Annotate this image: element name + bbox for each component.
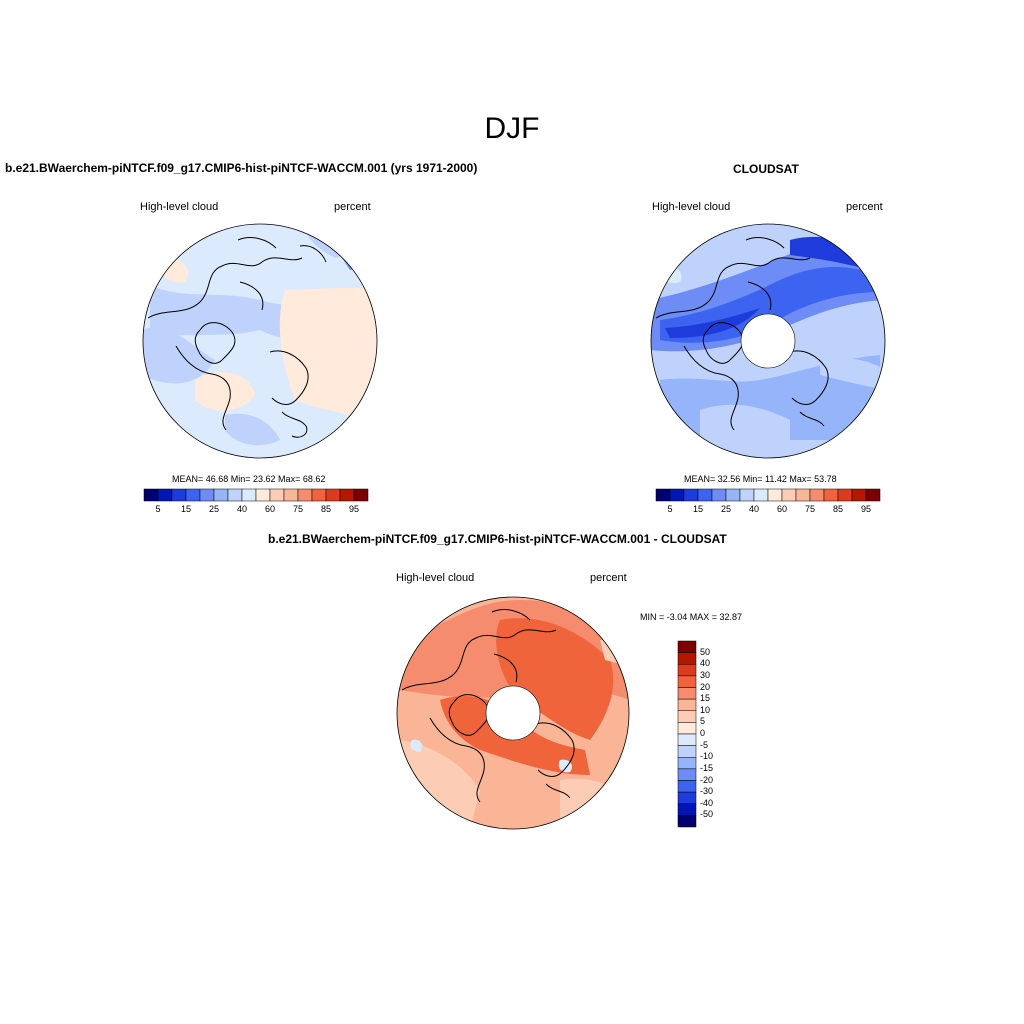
panel-1-stats: MEAN= 46.68 Min= 23.62 Max= 68.62 (172, 474, 326, 484)
colorbar-cloudsat-swatch (795, 488, 811, 502)
colorbar-model-swatch (171, 488, 187, 502)
colorbar-difference-tick-label: -50 (700, 809, 714, 820)
colorbar-cloudsat-swatch (767, 488, 783, 502)
colorbar-model-swatch (255, 488, 271, 502)
colorbar-difference-tick-label: 20 (700, 681, 711, 692)
colorbar-difference-swatch (677, 640, 697, 653)
colorbar-difference-swatch (677, 780, 697, 793)
colorbar-cloudsat-swatch (851, 488, 867, 502)
panel-2-stats: MEAN= 32.56 Min= 11.42 Max= 53.78 (684, 474, 837, 484)
colorbar-difference-swatch (677, 687, 697, 700)
panel-2-title: CLOUDSAT (733, 162, 799, 176)
colorbar-model-tick-label: 25 (208, 504, 219, 514)
panel-3-title: b.e21.BWaerchem-piNTCF.f09_g17.CMIP6-his… (268, 532, 727, 546)
colorbar-cloudsat-tick-label: 40 (748, 504, 759, 514)
colorbar-model-swatch (227, 488, 243, 502)
figure-title: DJF (484, 112, 540, 145)
colorbar-difference-swatch (677, 815, 697, 828)
panel-3-stats: MIN = -3.04 MAX = 32.87 (640, 612, 743, 622)
colorbar-model-tick-label: 15 (180, 504, 191, 514)
colorbar-cloudsat-swatch (725, 488, 741, 502)
panel-2-units-label: percent (846, 201, 883, 213)
colorbar-difference-swatch (677, 710, 697, 723)
map-model (142, 223, 378, 459)
colorbar-model-tick-label: 5 (155, 504, 161, 514)
colorbar-model-swatch (283, 488, 299, 502)
colorbar-cloudsat-swatch (837, 488, 853, 502)
colorbar-model-swatch (269, 488, 285, 502)
colorbar-cloudsat-swatch (739, 488, 755, 502)
colorbar-difference-tick-label: 10 (700, 704, 711, 715)
colorbar-difference-tick-label: 40 (700, 658, 711, 669)
colorbar-difference-swatch (677, 664, 697, 677)
colorbar-cloudsat-swatch (683, 488, 699, 502)
colorbar-model-swatch (143, 488, 159, 502)
colorbar-cloudsat (655, 488, 881, 502)
colorbar-difference-tick-label: -10 (700, 751, 714, 762)
colorbar-difference-tick-label: 30 (700, 669, 711, 680)
panel-3-units-label: percent (590, 572, 627, 584)
colorbar-difference-swatch (677, 733, 697, 746)
colorbar-model-tick-label: 60 (264, 504, 275, 514)
colorbar-cloudsat-tick-label: 15 (692, 504, 703, 514)
colorbar-difference-swatch (677, 722, 697, 735)
colorbar-cloudsat-swatch (865, 488, 881, 502)
map-cloudsat (650, 223, 886, 459)
colorbar-model-swatch (325, 488, 341, 502)
colorbar-cloudsat-swatch (823, 488, 839, 502)
colorbar-cloudsat-swatch (655, 488, 671, 502)
colorbar-difference-swatch (677, 698, 697, 711)
colorbar-cloudsat-swatch (711, 488, 727, 502)
colorbar-difference (677, 640, 697, 828)
colorbar-cloudsat-swatch (669, 488, 685, 502)
colorbar-difference-swatch (677, 757, 697, 770)
colorbar-difference-tick-label: 15 (700, 693, 711, 704)
colorbar-difference-swatch (677, 803, 697, 816)
colorbar-cloudsat-tick-label: 75 (804, 504, 815, 514)
panel-1-units-label: percent (334, 201, 371, 213)
colorbar-difference-swatch (677, 652, 697, 665)
colorbar-difference-tick-label: 50 (700, 646, 711, 657)
colorbar-cloudsat-tick-label: 95 (860, 504, 871, 514)
colorbar-cloudsat-swatch (753, 488, 769, 502)
colorbar-model (143, 488, 369, 502)
colorbar-model-tick-label: 95 (348, 504, 359, 514)
colorbar-model-tick-label: 40 (236, 504, 247, 514)
panel-1-title: b.e21.BWaerchem-piNTCF.f09_g17.CMIP6-his… (5, 161, 478, 175)
colorbar-cloudsat-tick-label: 60 (776, 504, 787, 514)
panel-1-variable-label: High-level cloud (140, 201, 219, 213)
map-difference (396, 596, 630, 830)
colorbar-difference-tick-label: 0 (700, 728, 706, 738)
colorbar-model-swatch (213, 488, 229, 502)
colorbar-model-tick-label: 75 (292, 504, 303, 514)
colorbar-cloudsat-swatch (781, 488, 797, 502)
colorbar-difference-swatch (677, 768, 697, 781)
colorbar-difference-tick-label: -40 (700, 797, 714, 808)
colorbar-difference-swatch (677, 675, 697, 688)
colorbar-cloudsat-tick-label: 85 (832, 504, 843, 514)
panel-2-variable-label: High-level cloud (652, 201, 731, 213)
colorbar-model-swatch (185, 488, 201, 502)
colorbar-difference-tick-label: 5 (700, 716, 706, 727)
colorbar-model-swatch (353, 488, 369, 502)
colorbar-model-swatch (157, 488, 173, 502)
colorbar-difference-tick-label: -15 (700, 762, 714, 773)
colorbar-cloudsat-tick-label: 5 (667, 504, 673, 514)
colorbar-model-swatch (311, 488, 327, 502)
colorbar-model-swatch (297, 488, 313, 502)
colorbar-difference-swatch (677, 791, 697, 804)
panel-3-variable-label: High-level cloud (396, 572, 475, 584)
colorbar-model-swatch (241, 488, 257, 502)
colorbar-model-tick-label: 85 (320, 504, 331, 514)
colorbar-difference-tick-label: -5 (700, 739, 709, 750)
colorbar-difference-tick-label: -30 (700, 786, 714, 797)
colorbar-model-swatch (199, 488, 215, 502)
colorbar-difference-swatch (677, 745, 697, 758)
colorbar-cloudsat-swatch (809, 488, 825, 502)
colorbar-difference-tick-label: -20 (700, 774, 714, 785)
colorbar-model-swatch (339, 488, 355, 502)
colorbar-cloudsat-swatch (697, 488, 713, 502)
colorbar-cloudsat-tick-label: 25 (720, 504, 731, 514)
